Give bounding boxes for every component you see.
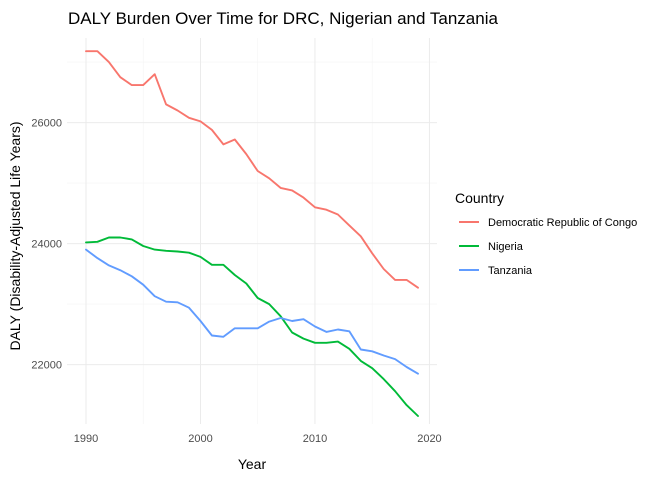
legend: Country Democratic Republic of Congo Nige…	[455, 190, 637, 277]
series-line-democratic-republic-of-congo	[85, 50, 419, 289]
y-tick-label: 26000	[31, 118, 62, 130]
legend-label-democratic-republic-of-congo: Democratic Republic of Congo	[488, 217, 637, 229]
y-tick-label: 24000	[31, 239, 62, 251]
x-axis-ticks: 1990 2000 2010 2020	[74, 433, 442, 445]
series-line-nigeria	[85, 236, 419, 417]
x-tick-label: 2000	[188, 433, 212, 445]
y-axis-ticks: 22000 24000 26000	[31, 118, 62, 372]
grid	[67, 38, 437, 424]
y-axis-title: DALY (Disability-Adjusted Life Years)	[7, 121, 23, 350]
legend-title: Country	[455, 190, 504, 206]
legend-label-nigeria: Nigeria	[488, 241, 524, 253]
x-tick-label: 2010	[303, 433, 327, 445]
x-tick-label: 2020	[417, 433, 441, 445]
series-lines	[85, 50, 419, 417]
x-tick-label: 1990	[74, 433, 98, 445]
chart-title: DALY Burden Over Time for DRC, Nigerian …	[68, 9, 498, 28]
legend-label-tanzania: Tanzania	[488, 265, 533, 277]
series-line-tanzania	[85, 248, 419, 375]
x-axis-title: Year	[238, 456, 267, 472]
y-tick-label: 22000	[31, 360, 62, 372]
